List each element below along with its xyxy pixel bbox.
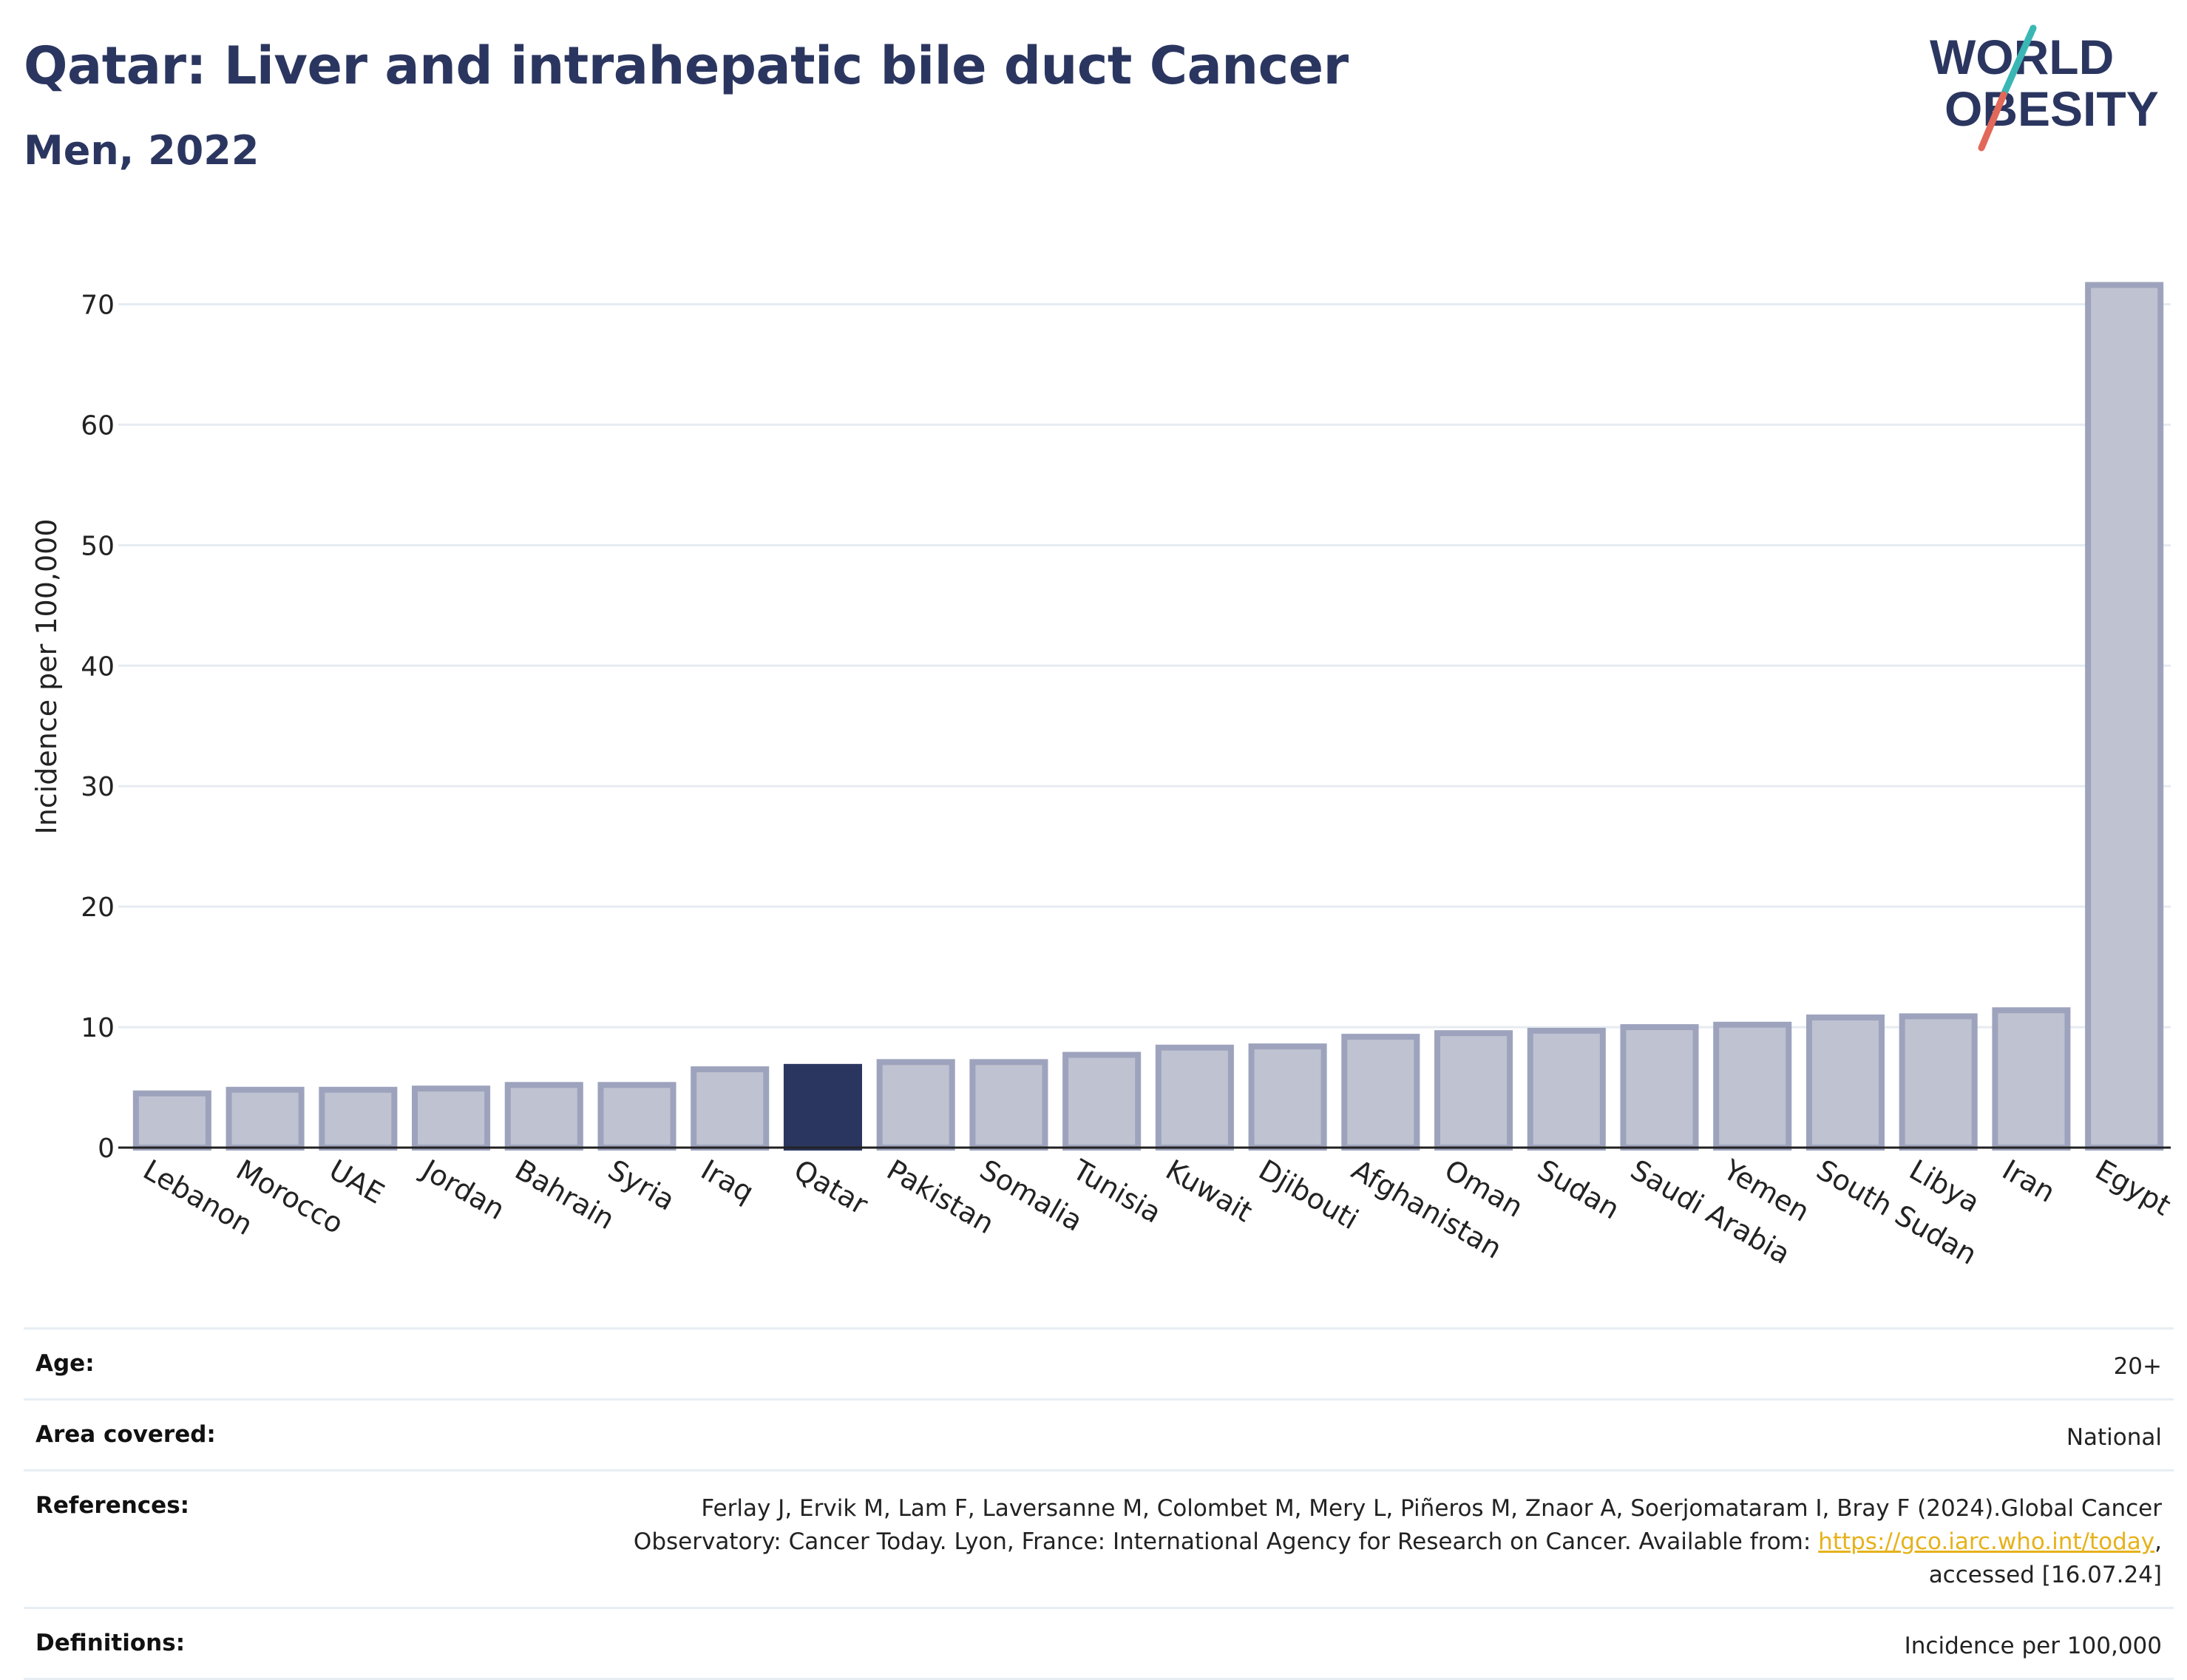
bar [1062, 1051, 1142, 1151]
bar [1899, 1013, 1978, 1151]
x-tick-label: Iran [1997, 1154, 2061, 1209]
x-tick-label: Sudan [1532, 1154, 1625, 1226]
references-line-3: accessed [16.07.24] [1928, 1561, 2162, 1588]
bar [1341, 1034, 1420, 1151]
meta-row-definitions: Definitions: Incidence per 100,000 [24, 1606, 2174, 1680]
x-tick-label: Kuwait [1160, 1154, 1258, 1229]
references-line-2: Observatory: Cancer Today. Lyon, France:… [633, 1528, 1819, 1555]
meta-row-area: Area covered: National [24, 1398, 2174, 1469]
y-tick-labels: 0 10 20 30 40 50 60 70 [81, 290, 115, 1164]
logo-slash-bottom [1978, 91, 2007, 152]
y-tick-label: 0 [98, 1134, 115, 1164]
x-tick-label: Jordan [416, 1153, 510, 1227]
bar [691, 1066, 770, 1151]
bar [412, 1085, 491, 1151]
bar [1248, 1043, 1327, 1151]
meta-value-references: Ferlay J, Ervik M, Lam F, Laversanne M, … [634, 1492, 2162, 1592]
meta-row-age: Age: 20+ [24, 1327, 2174, 1398]
meta-value-definitions: Incidence per 100,000 [1904, 1632, 2162, 1659]
bar [2085, 282, 2164, 1151]
chart-title: Qatar: Liver and intrahepatic bile duct … [24, 35, 1349, 96]
meta-label-references: References: [35, 1491, 190, 1519]
bar [1713, 1021, 1792, 1151]
world-obesity-logo: WORLD OBESITY [1930, 24, 2159, 152]
y-tick-label: 30 [81, 772, 115, 802]
grid-lines [118, 302, 2171, 1029]
y-tick-label: 40 [81, 651, 115, 682]
bar [876, 1059, 955, 1151]
y-tick-label: 50 [81, 531, 115, 561]
bar [1155, 1044, 1234, 1151]
references-link[interactable]: https://gco.iarc.who.int/today [1818, 1528, 2155, 1555]
bar [1992, 1007, 2071, 1151]
x-tick-label: UAE [324, 1154, 390, 1210]
bar [1434, 1030, 1513, 1151]
meta-label-definitions: Definitions: [35, 1629, 186, 1656]
x-tick-label: Pakistan [881, 1154, 1000, 1241]
bars [132, 282, 2164, 1151]
logo-slash-top [2000, 24, 2037, 98]
meta-label-area: Area covered: [35, 1420, 216, 1448]
bar [1527, 1027, 1606, 1151]
bar [597, 1082, 677, 1151]
x-tick-label: Bahrain [509, 1154, 620, 1236]
meta-value-area: National [2066, 1423, 2162, 1451]
x-tick-label: Iraq [696, 1154, 759, 1209]
x-tick-label: South Sudan [1811, 1154, 1982, 1271]
x-tick-label: Saudi Arabia [1625, 1154, 1796, 1271]
meta-row-references: References: Ferlay J, Ervik M, Lam F, La… [24, 1469, 2174, 1607]
bar [1620, 1024, 1699, 1151]
bar [969, 1059, 1048, 1151]
bar-highlight [783, 1063, 862, 1151]
references-line-1: Ferlay J, Ervik M, Lam F, Laversanne M, … [701, 1494, 2162, 1522]
bar [504, 1082, 583, 1151]
chart-subtitle: Men, 2022 [24, 127, 260, 174]
references-comma: , [2154, 1528, 2162, 1555]
bar [1805, 1015, 1885, 1151]
bar [319, 1086, 398, 1151]
x-tick-label: Djibouti [1253, 1154, 1364, 1236]
y-tick-label: 70 [81, 290, 115, 320]
meta-value-age: 20+ [2113, 1353, 2162, 1380]
y-axis-label: Incidence per 100,000 [30, 518, 63, 834]
x-tick-label: Qatar [788, 1154, 873, 1222]
x-tick-label: Egypt [2090, 1154, 2177, 1222]
y-tick-label: 60 [81, 410, 115, 441]
bar [226, 1086, 305, 1151]
y-tick-label: 10 [81, 1013, 115, 1043]
y-tick-label: 20 [81, 892, 115, 923]
bar [132, 1090, 211, 1151]
metadata-table: Age: 20+ Area covered: National Referenc… [24, 1327, 2174, 1680]
meta-label-age: Age: [35, 1350, 95, 1377]
logo-word-obesity: OBESITY [1944, 81, 2159, 136]
